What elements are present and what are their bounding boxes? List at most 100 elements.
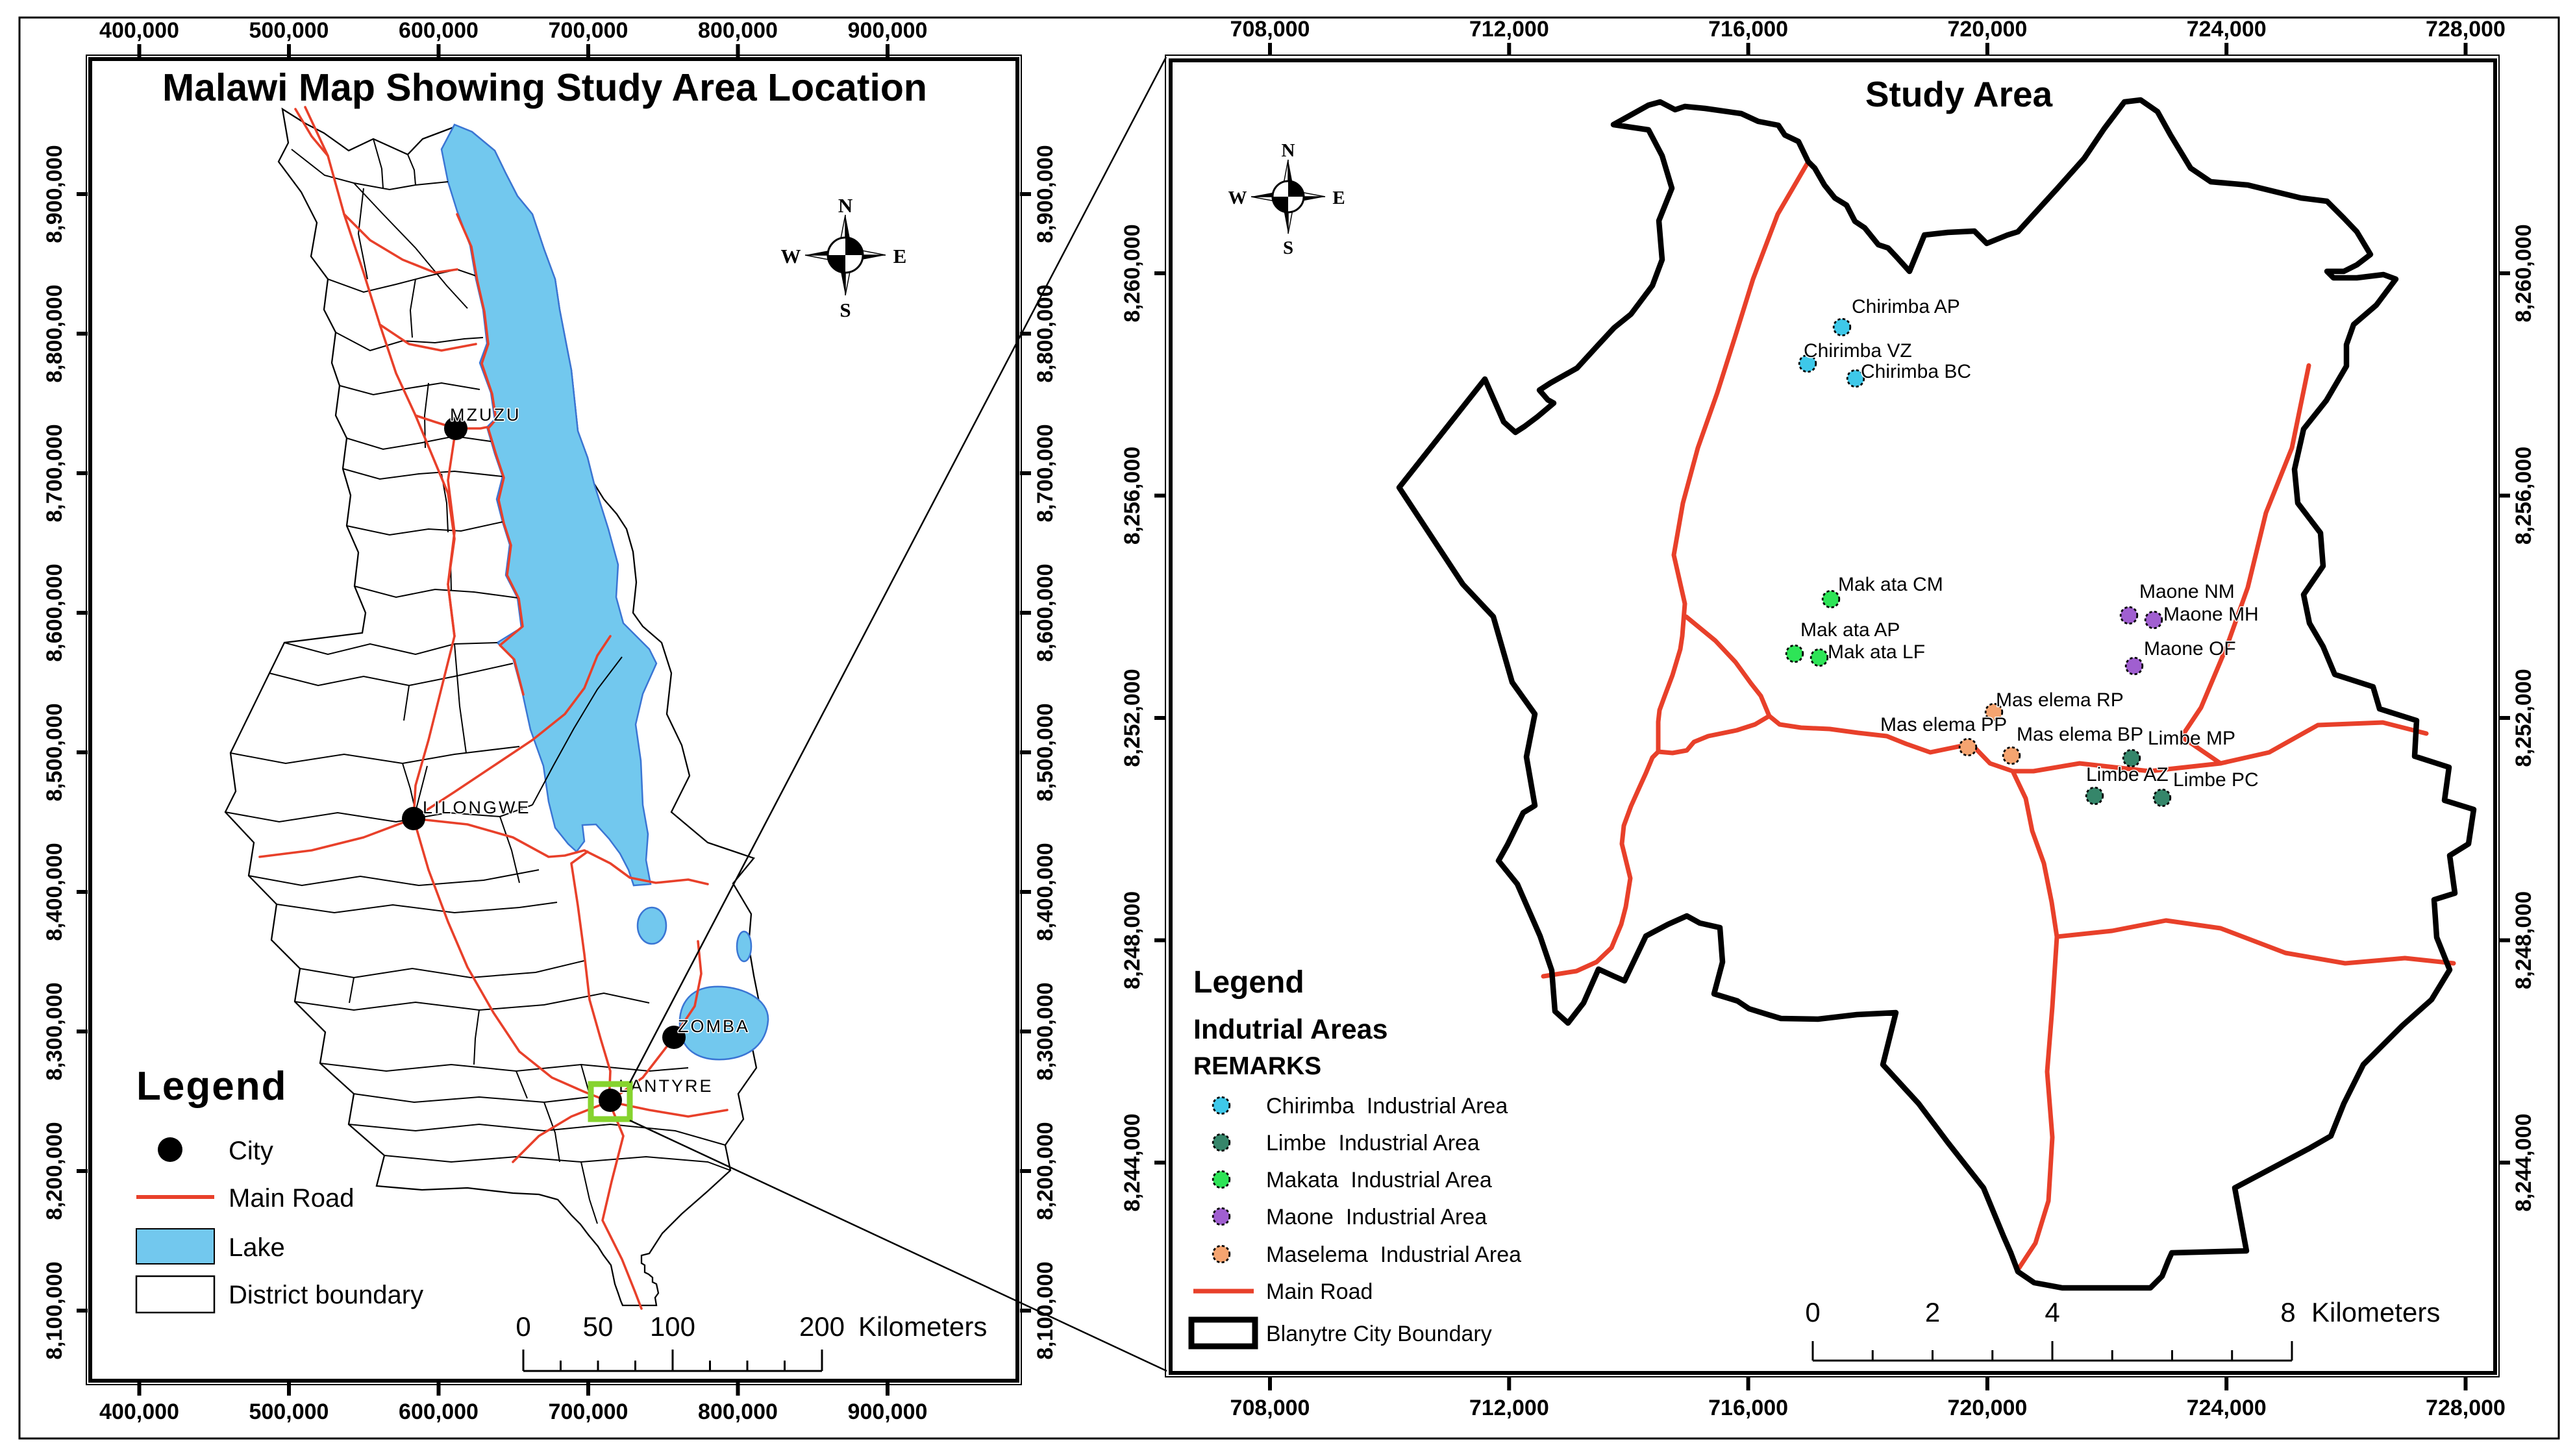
- svg-text:800,000: 800,000: [698, 1400, 778, 1424]
- svg-text:REMARKS: REMARKS: [1193, 1052, 1321, 1080]
- svg-text:8,900,000: 8,900,000: [42, 145, 67, 243]
- svg-text:8,400,000: 8,400,000: [1033, 843, 1058, 941]
- svg-text:8: 8: [2280, 1297, 2295, 1327]
- svg-text:8,500,000: 8,500,000: [42, 703, 67, 801]
- svg-text:800,000: 800,000: [698, 18, 778, 43]
- svg-text:8,700,000: 8,700,000: [42, 424, 67, 522]
- svg-text:8,600,000: 8,600,000: [1033, 563, 1058, 661]
- svg-text:8,400,000: 8,400,000: [42, 843, 67, 941]
- svg-text:Mak ata LF: Mak ata LF: [1828, 641, 1925, 663]
- svg-text:S: S: [1283, 238, 1293, 258]
- svg-text:716,000: 716,000: [1708, 17, 1788, 42]
- svg-text:8,244,000: 8,244,000: [2511, 1113, 2536, 1211]
- svg-text:N: N: [1282, 140, 1295, 161]
- svg-text:600,000: 600,000: [399, 1400, 479, 1424]
- svg-text:Legend: Legend: [1193, 965, 1304, 1000]
- svg-text:Indutrial Areas: Indutrial Areas: [1193, 1014, 1388, 1045]
- svg-text:Mak ata AP: Mak ata AP: [1800, 619, 1900, 641]
- svg-text:E: E: [1332, 188, 1345, 208]
- svg-text:900,000: 900,000: [848, 18, 928, 43]
- svg-text:City: City: [229, 1137, 273, 1165]
- svg-text:Limbe AZ: Limbe AZ: [2086, 764, 2169, 785]
- svg-text:8,100,000: 8,100,000: [42, 1261, 67, 1359]
- svg-text:Study Area: Study Area: [1865, 74, 2053, 114]
- svg-text:728,000: 728,000: [2426, 1396, 2506, 1420]
- svg-text:728,000: 728,000: [2426, 17, 2506, 42]
- svg-text:720,000: 720,000: [1947, 1396, 2027, 1420]
- svg-text:Malawi Map Showing Study Area: Malawi Map Showing Study Area Location: [162, 66, 927, 109]
- svg-text:Mas elema PP: Mas elema PP: [1880, 714, 2007, 735]
- svg-text:708,000: 708,000: [1230, 1396, 1310, 1420]
- svg-text:2: 2: [1925, 1297, 1940, 1327]
- svg-text:200: 200: [799, 1311, 845, 1342]
- svg-text:Kilometers: Kilometers: [2311, 1297, 2440, 1327]
- svg-text:Maone Industrial Area: Maone Industrial Area: [1266, 1205, 1487, 1229]
- svg-text:724,000: 724,000: [2187, 17, 2267, 42]
- svg-text:Chirimba Industrial Area: Chirimba Industrial Area: [1266, 1094, 1508, 1118]
- svg-text:Lake: Lake: [229, 1233, 285, 1262]
- svg-text:Main Road: Main Road: [1266, 1279, 1373, 1304]
- svg-text:8,256,000: 8,256,000: [1120, 447, 1145, 545]
- svg-text:Chirimba AP: Chirimba AP: [1852, 296, 1960, 317]
- svg-text:500,000: 500,000: [249, 1400, 329, 1424]
- svg-text:W: W: [1228, 188, 1247, 208]
- svg-text:ZOMBA: ZOMBA: [678, 1017, 750, 1036]
- svg-text:Main Road: Main Road: [229, 1184, 354, 1213]
- svg-text:8,300,000: 8,300,000: [42, 982, 67, 1080]
- svg-text:MZUZU: MZUZU: [450, 405, 521, 425]
- svg-text:Makata Industrial Area: Makata Industrial Area: [1266, 1168, 1492, 1192]
- svg-text:Chirimba VZ: Chirimba VZ: [1804, 340, 1912, 362]
- svg-text:708,000: 708,000: [1230, 17, 1310, 42]
- svg-text:100: 100: [650, 1311, 695, 1342]
- svg-text:8,260,000: 8,260,000: [2511, 224, 2536, 322]
- svg-text:8,200,000: 8,200,000: [42, 1122, 67, 1220]
- svg-text:8,252,000: 8,252,000: [1120, 669, 1145, 767]
- svg-text:8,256,000: 8,256,000: [2511, 447, 2536, 545]
- svg-text:Chirimba BC: Chirimba BC: [1861, 361, 1971, 382]
- svg-text:8,200,000: 8,200,000: [1033, 1122, 1058, 1220]
- svg-text:Maone NM: Maone NM: [2139, 581, 2235, 602]
- svg-text:8,300,000: 8,300,000: [1033, 982, 1058, 1080]
- svg-text:Legend: Legend: [136, 1064, 287, 1109]
- svg-text:8,800,000: 8,800,000: [1033, 284, 1058, 382]
- svg-text:S: S: [840, 299, 851, 321]
- svg-text:712,000: 712,000: [1469, 17, 1549, 42]
- svg-text:600,000: 600,000: [399, 18, 479, 43]
- svg-text:4: 4: [2045, 1297, 2059, 1327]
- svg-text:Mak ata CM: Mak ata CM: [1838, 574, 1943, 595]
- svg-text:720,000: 720,000: [1947, 17, 2027, 42]
- svg-text:8,900,000: 8,900,000: [1033, 145, 1058, 243]
- svg-text:8,600,000: 8,600,000: [42, 563, 67, 661]
- svg-text:712,000: 712,000: [1469, 1396, 1549, 1420]
- svg-text:W: W: [781, 245, 801, 267]
- svg-text:Limbe PC: Limbe PC: [2173, 769, 2259, 791]
- svg-text:500,000: 500,000: [249, 18, 329, 43]
- svg-text:District boundary: District boundary: [229, 1281, 423, 1309]
- svg-text:Limbe MP: Limbe MP: [2148, 728, 2235, 749]
- svg-text:700,000: 700,000: [549, 18, 628, 43]
- svg-text:Maone OF: Maone OF: [2144, 638, 2236, 660]
- svg-text:Limbe Industrial Area: Limbe Industrial Area: [1266, 1131, 1480, 1155]
- svg-text:8,500,000: 8,500,000: [1033, 703, 1058, 801]
- svg-text:8,800,000: 8,800,000: [42, 284, 67, 382]
- svg-text:724,000: 724,000: [2187, 1396, 2267, 1420]
- svg-text:8,248,000: 8,248,000: [1120, 891, 1145, 989]
- svg-text:LANTYRE: LANTYRE: [619, 1076, 714, 1096]
- svg-text:8,244,000: 8,244,000: [1120, 1113, 1145, 1211]
- svg-text:0: 0: [516, 1311, 530, 1342]
- svg-text:900,000: 900,000: [848, 1400, 928, 1424]
- svg-text:LILONGWE: LILONGWE: [423, 798, 531, 817]
- svg-text:E: E: [893, 245, 907, 267]
- svg-text:8,260,000: 8,260,000: [1120, 224, 1145, 322]
- svg-text:Blanytre City Boundary: Blanytre City Boundary: [1266, 1322, 1492, 1346]
- svg-text:400,000: 400,000: [99, 1400, 179, 1424]
- svg-text:8,248,000: 8,248,000: [2511, 891, 2536, 989]
- svg-text:8,700,000: 8,700,000: [1033, 424, 1058, 522]
- svg-text:0: 0: [1805, 1297, 1820, 1327]
- svg-text:Mas elema BP: Mas elema BP: [2017, 724, 2143, 745]
- svg-text:N: N: [838, 194, 852, 217]
- svg-text:400,000: 400,000: [99, 18, 179, 43]
- svg-text:Kilometers: Kilometers: [858, 1311, 987, 1342]
- svg-text:Maselema Industrial Area: Maselema Industrial Area: [1266, 1242, 1521, 1267]
- svg-text:716,000: 716,000: [1708, 1396, 1788, 1420]
